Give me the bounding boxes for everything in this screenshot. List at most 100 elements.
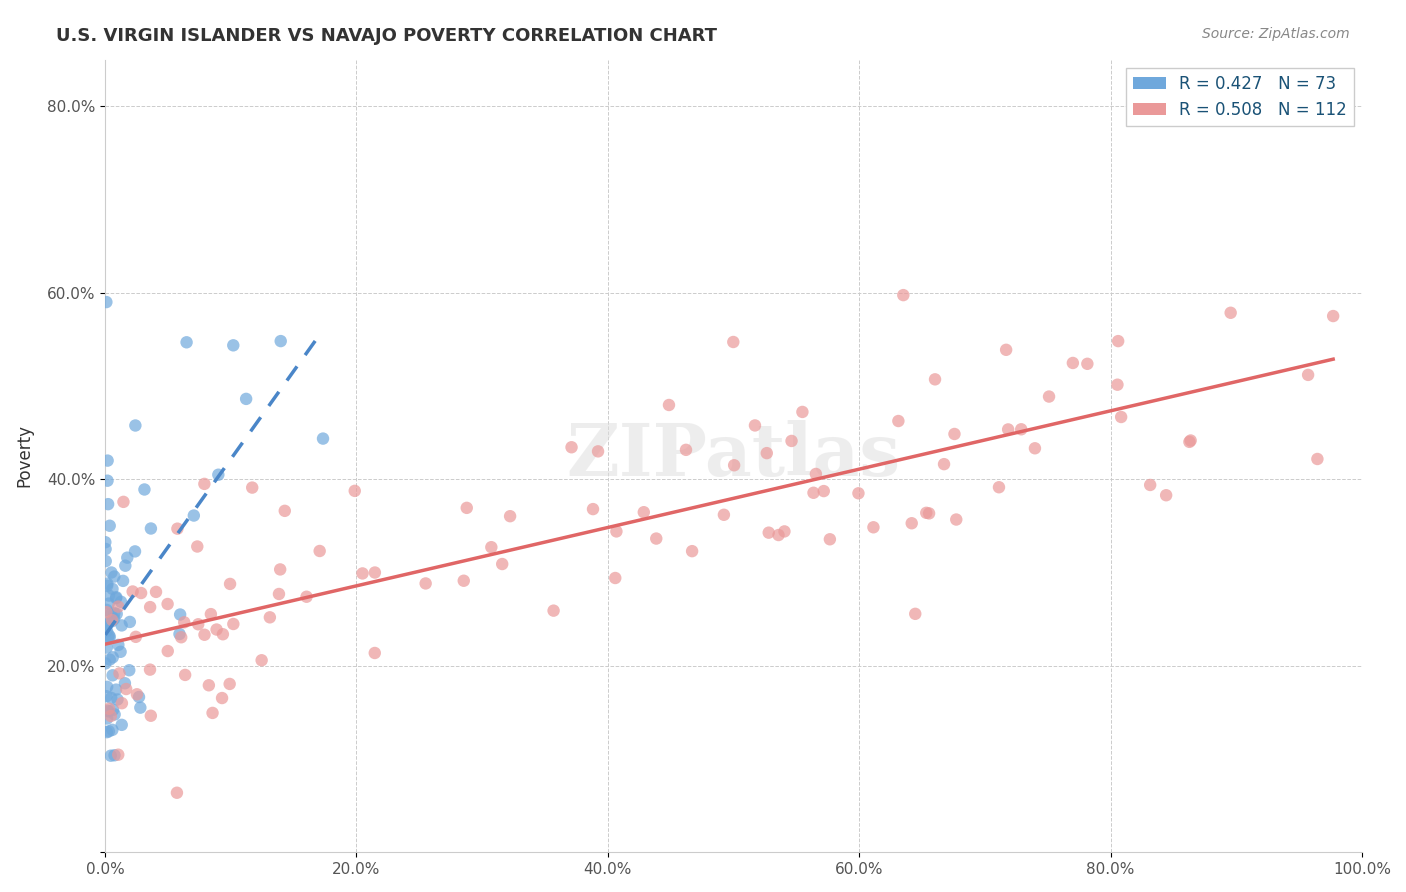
Point bbox=[183, 508, 205, 523]
Point bbox=[453, 574, 475, 588]
Point bbox=[121, 584, 143, 599]
Point bbox=[139, 600, 162, 615]
Point bbox=[813, 484, 835, 499]
Point bbox=[125, 630, 148, 644]
Point bbox=[1109, 409, 1132, 424]
Point bbox=[118, 663, 141, 677]
Point bbox=[352, 566, 374, 581]
Point bbox=[723, 458, 745, 473]
Point bbox=[107, 747, 129, 762]
Point bbox=[891, 288, 914, 302]
Point bbox=[1180, 434, 1202, 448]
Point bbox=[211, 691, 233, 706]
Point bbox=[156, 597, 179, 611]
Point bbox=[94, 541, 117, 556]
Point bbox=[848, 486, 870, 500]
Point bbox=[267, 587, 290, 601]
Point bbox=[101, 614, 124, 628]
Point bbox=[170, 630, 193, 644]
Point bbox=[107, 599, 129, 614]
Point bbox=[943, 427, 966, 442]
Point bbox=[586, 444, 609, 458]
Point bbox=[222, 617, 245, 632]
Point bbox=[235, 392, 257, 406]
Point bbox=[125, 687, 148, 701]
Text: U.S. VIRGIN ISLANDER VS NAVAJO POVERTY CORRELATION CHART: U.S. VIRGIN ISLANDER VS NAVAJO POVERTY C… bbox=[56, 27, 717, 45]
Point bbox=[768, 528, 790, 542]
Point bbox=[205, 623, 228, 637]
Point bbox=[112, 574, 135, 588]
Point bbox=[96, 474, 118, 488]
Point bbox=[94, 620, 117, 634]
Point bbox=[918, 507, 941, 521]
Point bbox=[240, 481, 263, 495]
Point bbox=[111, 618, 134, 632]
Point bbox=[456, 500, 478, 515]
Point bbox=[101, 668, 124, 682]
Point bbox=[114, 558, 136, 573]
Point bbox=[1178, 434, 1201, 449]
Point bbox=[295, 590, 318, 604]
Point bbox=[129, 700, 152, 714]
Point bbox=[104, 707, 127, 722]
Point bbox=[207, 467, 229, 482]
Point bbox=[198, 678, 221, 692]
Point bbox=[110, 595, 132, 609]
Point bbox=[1219, 306, 1241, 320]
Point bbox=[804, 467, 827, 481]
Point bbox=[139, 663, 162, 677]
Point bbox=[103, 606, 125, 620]
Point bbox=[364, 566, 387, 580]
Point bbox=[1154, 488, 1177, 502]
Point bbox=[193, 628, 215, 642]
Point bbox=[758, 525, 780, 540]
Point bbox=[270, 334, 292, 348]
Point bbox=[212, 627, 235, 641]
Point bbox=[900, 516, 922, 531]
Point bbox=[128, 690, 150, 704]
Point bbox=[1322, 309, 1344, 323]
Point bbox=[101, 650, 124, 665]
Point bbox=[187, 617, 209, 632]
Point bbox=[744, 418, 766, 433]
Point bbox=[491, 557, 513, 571]
Point bbox=[218, 677, 240, 691]
Point bbox=[560, 440, 582, 454]
Point bbox=[174, 668, 197, 682]
Point bbox=[111, 696, 134, 710]
Point bbox=[1107, 377, 1129, 392]
Point bbox=[97, 704, 120, 718]
Point bbox=[658, 398, 681, 412]
Point bbox=[169, 607, 191, 622]
Point bbox=[176, 335, 198, 350]
Point bbox=[97, 597, 120, 611]
Point bbox=[96, 640, 118, 655]
Point bbox=[96, 624, 118, 638]
Point bbox=[103, 748, 125, 763]
Point bbox=[193, 476, 215, 491]
Point bbox=[1062, 356, 1084, 370]
Point bbox=[94, 616, 117, 631]
Point bbox=[932, 457, 955, 471]
Point bbox=[364, 646, 387, 660]
Point bbox=[98, 518, 121, 533]
Point bbox=[94, 554, 117, 568]
Point bbox=[773, 524, 796, 539]
Point bbox=[1038, 390, 1060, 404]
Point bbox=[924, 372, 946, 386]
Point bbox=[312, 432, 335, 446]
Point bbox=[499, 509, 522, 524]
Point bbox=[100, 709, 122, 723]
Point bbox=[645, 532, 668, 546]
Point bbox=[112, 495, 135, 509]
Point bbox=[945, 512, 967, 526]
Point bbox=[96, 704, 118, 718]
Point bbox=[115, 681, 138, 696]
Point bbox=[96, 725, 118, 739]
Point bbox=[103, 569, 125, 583]
Text: ZIPatlas: ZIPatlas bbox=[567, 420, 901, 491]
Point bbox=[96, 711, 118, 725]
Point bbox=[200, 607, 222, 621]
Point bbox=[101, 703, 124, 717]
Point bbox=[97, 631, 120, 645]
